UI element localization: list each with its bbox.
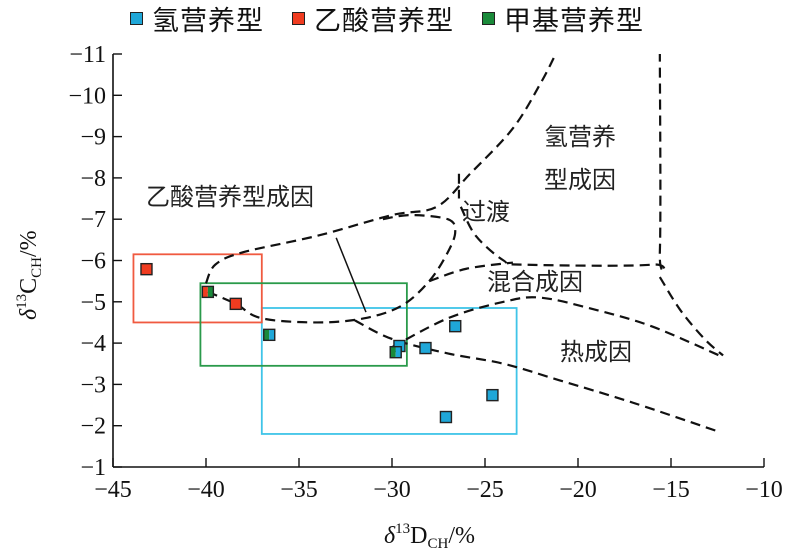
x-axis-title-sub: CH bbox=[428, 536, 449, 552]
y-tick-label: −3 bbox=[80, 372, 106, 398]
group-boxes bbox=[132, 253, 518, 435]
y-tick-label: −2 bbox=[80, 414, 106, 440]
point-mixed-left bbox=[202, 286, 208, 298]
legend-item-acetate: 乙酸营养型 bbox=[292, 0, 454, 38]
region-label-acetate: 乙酸营养型成因 bbox=[146, 183, 314, 211]
x-tick-label: −20 bbox=[559, 477, 597, 503]
point-mixed bbox=[201, 285, 215, 299]
boundary-hydrogen-right bbox=[658, 276, 724, 357]
legend-item-methyl: 甲基营养型 bbox=[482, 0, 644, 38]
box-hydrogen bbox=[260, 307, 518, 435]
y-axis-title-prefix: δ bbox=[16, 308, 42, 320]
point-mixed bbox=[389, 345, 402, 359]
region-boundaries bbox=[204, 53, 724, 433]
boundary-acetate-lower bbox=[207, 213, 457, 324]
boundary-mixed-upper bbox=[428, 261, 514, 283]
y-axis-title-main: C bbox=[16, 278, 42, 294]
point-mixed-left bbox=[263, 329, 270, 341]
x-axis-title-sup: 13 bbox=[395, 521, 410, 537]
y-tick-label: −10 bbox=[68, 83, 106, 109]
x-tick-label: −15 bbox=[652, 477, 690, 503]
point-mixed-right bbox=[207, 286, 214, 298]
box-methyl bbox=[199, 282, 408, 367]
y-tick-label: −4 bbox=[80, 331, 106, 357]
point-hydrogen bbox=[439, 410, 453, 424]
point-mixed-right bbox=[269, 329, 275, 341]
annotation-pointer-line bbox=[335, 237, 367, 313]
legend: 氢营养型 乙酸营养型 甲基营养型 bbox=[130, 0, 672, 38]
x-tick-label: −40 bbox=[187, 477, 225, 503]
legend-swatch-acetate bbox=[292, 11, 305, 25]
x-tick-label: −10 bbox=[745, 477, 783, 503]
point-mixed-border bbox=[201, 285, 215, 299]
point-mixed-right bbox=[395, 346, 402, 358]
y-axis-title-sup: 13 bbox=[14, 294, 30, 309]
x-axis-title-prefix: δ bbox=[384, 523, 396, 549]
point-mixed-border bbox=[263, 328, 276, 342]
point-hydrogen bbox=[449, 319, 462, 333]
x-tick-label: −45 bbox=[94, 477, 132, 503]
y-tick-label: −5 bbox=[80, 290, 106, 316]
region-label-thermal: 热成因 bbox=[560, 338, 632, 366]
y-axis-title: δ13CCH/% bbox=[14, 230, 45, 320]
point-hydrogen bbox=[419, 341, 432, 355]
boundary-acetate-upper bbox=[204, 53, 557, 284]
point-acetate bbox=[140, 262, 153, 276]
region-label-hydrogen-line2: 型成因 bbox=[544, 166, 616, 194]
boundary-mixed-lower bbox=[391, 296, 720, 357]
y-axis-title-sub: CH bbox=[29, 257, 45, 278]
point-mixed-border bbox=[389, 345, 402, 359]
region-label-transition: 过渡 bbox=[462, 198, 510, 226]
legend-label-hydrogen: 氢营养型 bbox=[152, 5, 264, 37]
legend-label-methyl: 甲基营养型 bbox=[504, 5, 644, 37]
y-tick-label: −1 bbox=[80, 455, 106, 481]
region-label-hydrogen-line1: 氢营养 bbox=[544, 123, 616, 151]
x-tick-label: −35 bbox=[280, 477, 318, 503]
y-ticks: −11 −10 −9 −8 −7 −6 −5 −4 −3 −2 −1 bbox=[68, 42, 122, 481]
point-mixed bbox=[263, 328, 276, 342]
x-axis-title: δ13DCH/% bbox=[384, 521, 475, 552]
legend-swatch-methyl bbox=[482, 11, 495, 25]
x-tick-label: −25 bbox=[466, 477, 504, 503]
point-mixed-left bbox=[390, 346, 396, 358]
x-ticks: −45 −40 −35 −30 −25 −20 −15 −10 bbox=[94, 458, 783, 503]
x-tick-label: −30 bbox=[373, 477, 411, 503]
legend-label-acetate: 乙酸营养型 bbox=[314, 5, 454, 37]
x-axis-title-main: D bbox=[410, 523, 427, 549]
point-acetate bbox=[229, 297, 242, 311]
y-tick-label: −7 bbox=[80, 207, 106, 233]
y-tick-label: −11 bbox=[69, 42, 106, 68]
x-axis-title-suffix: /% bbox=[448, 523, 475, 549]
y-axis-title-suffix: /% bbox=[16, 230, 42, 257]
axes bbox=[112, 54, 764, 468]
boundary-transition-lower bbox=[459, 53, 666, 273]
region-label-mixed: 混合成因 bbox=[487, 268, 583, 296]
legend-swatch-hydrogen bbox=[130, 11, 143, 25]
data-points bbox=[140, 262, 499, 424]
y-tick-label: −6 bbox=[80, 249, 106, 275]
boundary-thermal-lower bbox=[354, 319, 720, 433]
box-acetate bbox=[132, 253, 263, 324]
point-hydrogen bbox=[486, 388, 499, 402]
y-tick-label: −9 bbox=[80, 125, 106, 151]
y-tick-label: −8 bbox=[80, 166, 106, 192]
legend-item-hydrogen: 氢营养型 bbox=[130, 0, 264, 38]
